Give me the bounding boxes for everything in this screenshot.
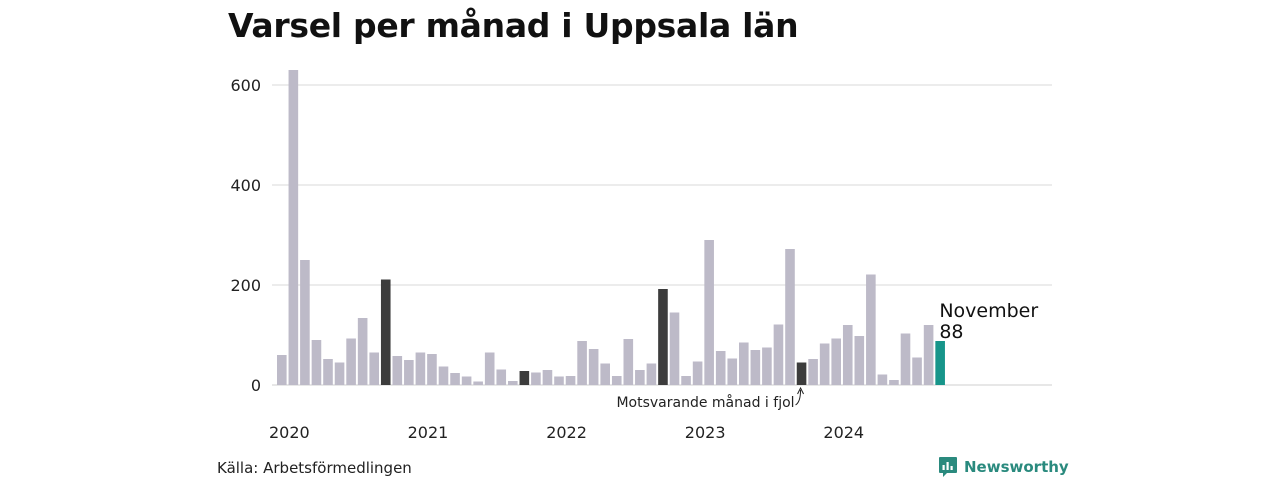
bar <box>831 338 841 385</box>
bar <box>392 356 403 385</box>
bar <box>646 363 657 385</box>
bars <box>277 70 945 385</box>
annotation-arrow <box>795 389 802 406</box>
bar <box>808 359 818 385</box>
bar <box>577 341 587 385</box>
bar <box>277 355 287 385</box>
bar <box>461 376 472 385</box>
bar <box>450 373 460 385</box>
bar <box>311 340 322 385</box>
bar <box>288 70 299 385</box>
current-value-label: 88 <box>939 321 963 343</box>
source-note: Källa: Arbetsförmedlingen <box>217 459 412 477</box>
bar <box>554 376 564 385</box>
annotation-text: Motsvarande månad i fjol <box>616 394 794 411</box>
y-tick-label: 400 <box>230 176 261 195</box>
bar <box>669 312 680 385</box>
chart-title: Varsel per månad i Uppsala län <box>228 6 799 45</box>
x-tick-label: 2024 <box>823 423 864 442</box>
annotation-arrowhead <box>797 386 804 395</box>
bar <box>842 325 853 385</box>
y-tick-label: 0 <box>251 376 261 395</box>
bar <box>300 260 310 385</box>
bar <box>404 360 414 385</box>
bar-chart: 0 200 400 600 2020 2021 2022 2023 2024 November… <box>230 70 1052 442</box>
bar <box>357 318 368 385</box>
bar <box>866 274 876 385</box>
bar <box>484 352 495 385</box>
bar <box>600 363 610 385</box>
bar <box>681 376 691 385</box>
bar <box>496 369 507 385</box>
bar <box>508 381 518 385</box>
x-tick-label: 2021 <box>408 423 449 442</box>
bar <box>323 359 333 385</box>
bar <box>796 362 807 385</box>
bar <box>380 279 391 385</box>
bar <box>635 370 645 385</box>
bar <box>473 381 483 385</box>
bar <box>588 349 599 385</box>
current-month-label: November <box>939 300 1038 322</box>
bar <box>427 354 437 385</box>
brand-name: Newsworthy <box>964 458 1069 476</box>
bar <box>750 350 761 385</box>
bar <box>658 289 668 385</box>
bar <box>854 336 865 385</box>
x-axis-tick-labels: 2020 2021 2022 2023 2024 <box>269 423 864 442</box>
bar <box>900 333 911 385</box>
brand-logo: Newsworthy <box>938 456 1069 478</box>
bar <box>623 339 634 385</box>
bar <box>739 342 749 385</box>
bar <box>819 343 830 385</box>
y-tick-label: 600 <box>230 76 261 95</box>
bar <box>912 357 922 385</box>
bar <box>773 324 784 385</box>
x-tick-label: 2020 <box>269 423 310 442</box>
bar <box>889 380 899 385</box>
bar <box>692 361 703 385</box>
bar <box>531 372 541 385</box>
x-tick-label: 2022 <box>546 423 587 442</box>
bar <box>611 376 622 385</box>
bar <box>923 325 934 385</box>
bar <box>704 240 714 385</box>
bar <box>785 249 795 385</box>
bar <box>935 341 945 385</box>
bar <box>762 347 772 385</box>
y-axis-tick-labels: 0 200 400 600 <box>230 76 261 395</box>
bar <box>438 366 449 385</box>
bar <box>542 370 553 385</box>
bar <box>334 362 345 385</box>
bar <box>877 374 888 385</box>
bar-chart-logo-icon <box>939 457 957 477</box>
bar <box>346 338 356 385</box>
bar <box>519 371 530 385</box>
bar <box>565 376 576 385</box>
bar <box>415 352 426 385</box>
bar <box>715 351 726 385</box>
bar <box>369 352 379 385</box>
y-tick-label: 200 <box>230 276 261 295</box>
x-tick-label: 2023 <box>685 423 726 442</box>
bar <box>727 358 738 385</box>
